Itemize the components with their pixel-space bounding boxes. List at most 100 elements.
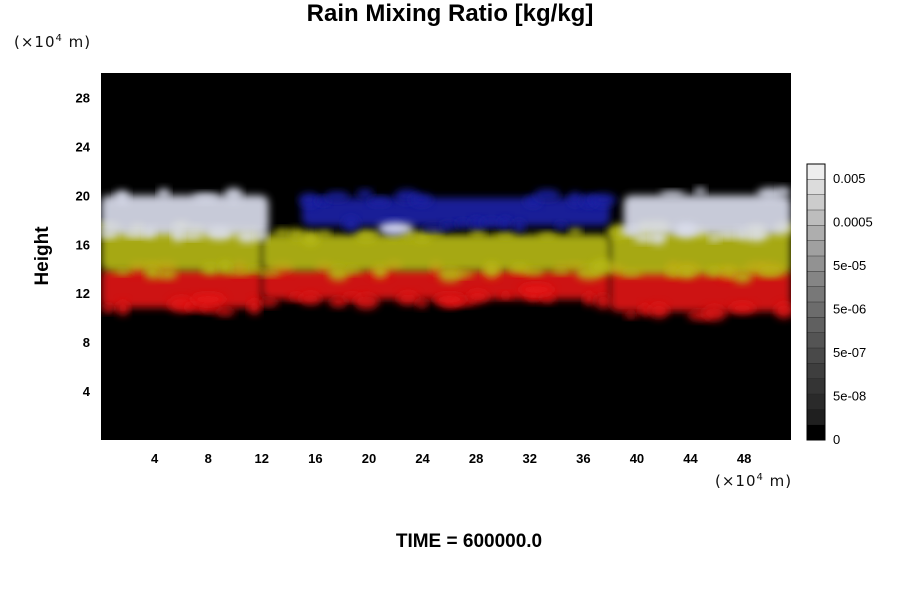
field-blob-yellow (343, 266, 361, 274)
field-blob-red (594, 293, 612, 309)
field-blob-blue (533, 189, 561, 201)
field-blob-blue (366, 197, 392, 206)
colorbar-segment (806, 271, 826, 288)
field-blob-yellow (327, 265, 350, 281)
field-blob-white (254, 230, 269, 241)
y-tick-label: 4 (83, 384, 91, 399)
y-tick-label: 8 (83, 335, 90, 350)
colorbar-segment (806, 209, 826, 226)
field-blob-yellow (537, 232, 558, 240)
field-blob-white (674, 223, 699, 238)
field-blob-blue (324, 191, 350, 201)
field-blob-red (415, 298, 429, 308)
field-blob-red (396, 291, 420, 306)
x-tick-label: 44 (683, 451, 698, 466)
colorbar-label: 0.005 (833, 171, 866, 186)
y-axis-label: Height (32, 226, 53, 286)
field-blob-red (583, 291, 596, 306)
colorbar-segment (806, 363, 826, 380)
colorbar-label: 0.0005 (833, 215, 873, 230)
x-unit-rest: m) (763, 472, 793, 490)
field-blob-white (171, 227, 184, 242)
y-tick-label: 20 (76, 188, 90, 203)
field-blob-blue (589, 193, 617, 207)
field-blob-yellow (732, 271, 752, 283)
field-blob-blue (409, 193, 433, 206)
colorbar-segment (806, 378, 826, 395)
field-patch-white (377, 222, 414, 235)
y-tick-label: 12 (76, 286, 90, 301)
colorbar-segment (806, 409, 826, 426)
field-blob-blue (567, 192, 583, 206)
x-tick-label: 20 (362, 451, 376, 466)
x-unit-exponent: 4 (756, 472, 764, 483)
field-blob-yellow (255, 269, 282, 277)
y-tick-labels: 4 8 12 16 20 24 28 (76, 90, 91, 399)
field-blob-yellow (301, 230, 320, 246)
colorbar-frame (806, 163, 826, 441)
field-blob-white (776, 186, 791, 197)
field-band-white-1 (623, 195, 791, 235)
field-blob-red (466, 290, 490, 304)
field-blob-blue (512, 219, 526, 233)
x-unit-base: (×10 (715, 472, 757, 490)
field-blob-white (143, 227, 156, 239)
x-tick-label: 24 (415, 451, 430, 466)
colorbar-label: 5e-05 (833, 258, 866, 273)
field-blob-red (215, 307, 235, 316)
rain-field (101, 186, 791, 321)
field-blob-yellow (454, 270, 474, 278)
field-blob-red (539, 293, 556, 303)
colorbar-label: 5e-06 (833, 302, 866, 317)
field-blob-blue (468, 217, 486, 229)
field-blob-red (116, 300, 130, 316)
field-blob-white (694, 187, 707, 196)
colorbar-segment (806, 163, 826, 180)
field-blob-blue (455, 220, 471, 228)
field-blob-yellow (155, 269, 178, 280)
colorbar: 0.005 0.0005 5e-05 5e-06 5e-07 5e-08 0 (806, 163, 873, 447)
field-blob-white (157, 188, 171, 200)
field-blob-white (659, 191, 686, 198)
x-tick-label: 36 (576, 451, 590, 466)
field-blob-red (702, 305, 727, 321)
field-blob-blue (440, 221, 459, 230)
field-blob-white (206, 227, 233, 241)
field-blob-red (247, 299, 262, 315)
field-blob-white (757, 187, 784, 201)
colorbar-segment (806, 424, 826, 441)
field-blob-red (498, 292, 513, 299)
field-blob-white (708, 235, 721, 242)
field-band-yellow-1 (261, 234, 611, 272)
field-blob-yellow (114, 268, 132, 275)
field-blob-white (717, 231, 740, 239)
x-tick-label: 48 (737, 451, 751, 466)
colorbar-segment (806, 393, 826, 410)
field-blob-red (299, 292, 322, 305)
field-blob-white (633, 234, 656, 243)
field-blob-blue (356, 189, 374, 199)
colorbar-segment (806, 179, 826, 196)
field-blob-white (192, 193, 220, 202)
field-blob-white (236, 230, 259, 243)
field-blob-blue (315, 197, 331, 205)
x-tick-label: 32 (523, 451, 537, 466)
field-blob-white (224, 187, 243, 202)
field-blob-yellow (568, 226, 582, 236)
field-blob-red (624, 311, 638, 318)
field-blob-red (353, 293, 380, 310)
field-blob-yellow (495, 232, 516, 239)
colorbar-segment (806, 240, 826, 257)
field-blob-yellow (288, 228, 305, 241)
field-blob-yellow (721, 268, 736, 279)
field-blob-red (728, 302, 757, 314)
field-blob-yellow (551, 268, 572, 275)
x-tick-label: 40 (630, 451, 644, 466)
field-blob-white (744, 228, 768, 242)
x-tick-label: 4 (151, 451, 159, 466)
colorbar-label: 5e-08 (833, 389, 866, 404)
colorbar-segment (806, 317, 826, 334)
colorbar-label: 0 (833, 432, 840, 447)
time-label: TIME = 600000.0 (395, 531, 543, 552)
field-blob-yellow (676, 267, 697, 279)
